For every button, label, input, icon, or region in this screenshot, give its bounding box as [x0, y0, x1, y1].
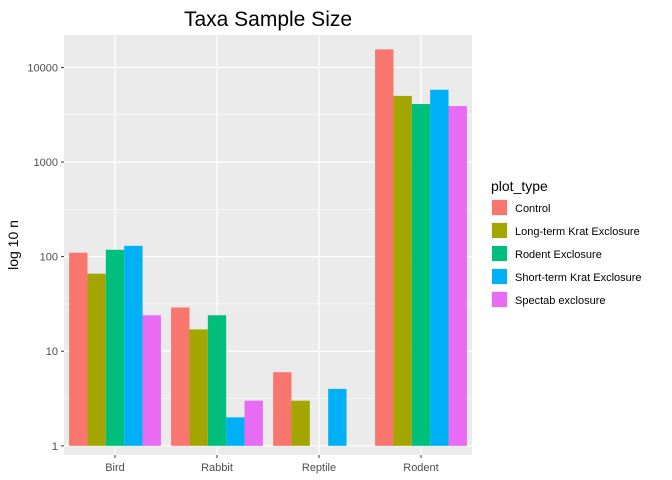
bar: [226, 417, 245, 446]
x-tick-label: Rodent: [403, 462, 438, 474]
x-axis: Bird Rabbit Reptile Rodent: [105, 455, 439, 474]
bar: [411, 104, 431, 446]
y-axis-title: log 10 n: [5, 220, 21, 270]
bar: [430, 89, 449, 446]
legend-entry: Long-term Krat Exclosure: [515, 226, 640, 238]
bar: [328, 388, 347, 446]
bar: [87, 273, 106, 446]
legend-entry: Short-term Krat Exclosure: [515, 272, 642, 284]
x-tick-label: Bird: [105, 462, 125, 474]
legend-swatch: [492, 292, 507, 307]
chart-title: Taxa Sample Size: [184, 8, 352, 31]
bar: [448, 106, 467, 446]
legend-entry: Spectab exclosure: [515, 295, 606, 307]
x-tick-label: Reptile: [302, 462, 336, 474]
bar: [393, 95, 412, 446]
legend-title: plot_type: [491, 178, 548, 194]
y-tick-label: 100: [40, 252, 58, 264]
bar: [189, 329, 208, 446]
bar: [69, 252, 88, 446]
legend-swatch: [492, 269, 507, 284]
legend: plot_type Control Long-term Krat Exclosur…: [491, 178, 642, 308]
legend-entry: Rodent Exclosure: [515, 249, 602, 261]
legend-swatch: [492, 200, 507, 215]
bar: [375, 49, 394, 446]
bar: [171, 307, 190, 446]
bar: [207, 315, 227, 446]
y-tick-label: 10: [46, 346, 58, 358]
bar: [273, 372, 292, 446]
bar: [244, 400, 263, 446]
x-tick-label: Rabbit: [201, 462, 233, 474]
bar: [105, 249, 125, 446]
y-tick-label: 10000: [27, 62, 58, 74]
y-tick-label: 1000: [34, 157, 58, 169]
bar: [291, 400, 310, 446]
legend-entry: Control: [515, 203, 550, 215]
legend-swatch: [492, 246, 507, 261]
bar: [124, 245, 143, 446]
y-tick-label: 1: [52, 441, 58, 453]
y-axis: 1 10 100 1000 10000: [27, 62, 64, 453]
bar: [142, 315, 161, 446]
bars: [69, 49, 467, 446]
legend-swatch: [492, 223, 507, 238]
